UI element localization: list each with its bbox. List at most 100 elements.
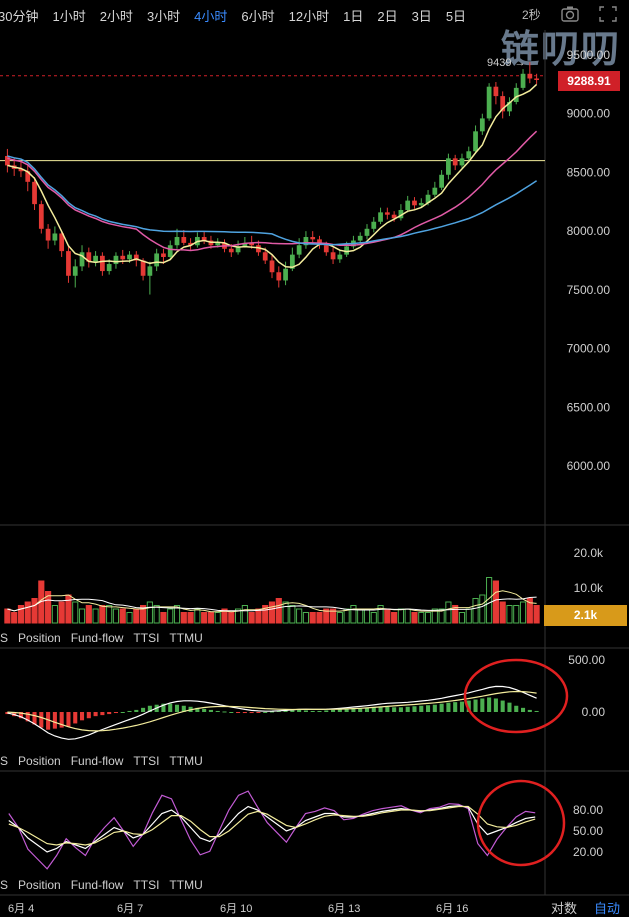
- indicator-tabs: S Position Fund-flow TTSI TTMU: [0, 876, 629, 894]
- tab-timeframe[interactable]: 3小时: [146, 8, 181, 24]
- candle-body: [18, 168, 24, 172]
- tab-timeframe[interactable]: 3日: [411, 8, 432, 24]
- indicator-tab[interactable]: TTSI: [133, 631, 160, 645]
- tab-timeframe[interactable]: 5日: [445, 8, 467, 24]
- volume-bar: [438, 608, 445, 624]
- volume-bar: [248, 612, 255, 624]
- macd-histogram-bar: [453, 702, 458, 712]
- macd-histogram-bar: [521, 707, 526, 712]
- moving-average-line: [7, 130, 538, 252]
- candle-body: [133, 254, 139, 261]
- x-axis-date: 6月 7: [117, 903, 144, 915]
- indicator-tab[interactable]: TTMU: [169, 631, 203, 645]
- volume-bar: [533, 605, 540, 624]
- macd-histogram-bar: [303, 710, 308, 712]
- volume-bar: [140, 605, 147, 624]
- candle-body: [486, 86, 492, 119]
- candle-body: [364, 228, 370, 236]
- candle-body: [215, 242, 221, 246]
- volume-bar: [377, 605, 384, 624]
- candle-body: [93, 255, 98, 262]
- volume-bar: [357, 608, 364, 624]
- tab-timeframe[interactable]: 4小时: [194, 8, 228, 24]
- volume-bar: [119, 608, 126, 624]
- macd-histogram-bar: [141, 707, 146, 712]
- volume-bar: [370, 612, 377, 624]
- tab-timeframe[interactable]: 1日: [343, 8, 364, 24]
- volume-bar: [65, 594, 72, 624]
- volume-bar: [391, 612, 398, 624]
- current-price-badge: 9288.91: [558, 71, 620, 91]
- indicator-tab[interactable]: Position: [18, 631, 61, 645]
- candle-body: [493, 86, 499, 97]
- price-axis-tick: 6500.00: [567, 400, 611, 414]
- candle-body: [242, 242, 248, 247]
- macd-histogram-bar: [100, 712, 105, 716]
- candle-body: [384, 212, 390, 215]
- tab-timeframe[interactable]: 30分钟: [0, 8, 39, 24]
- volume-bar: [329, 608, 337, 624]
- macd-histogram-bar: [412, 706, 417, 712]
- log-scale-button[interactable]: 对数: [551, 901, 578, 916]
- candle-body: [127, 254, 132, 260]
- indicator-tab[interactable]: Position: [18, 878, 61, 892]
- price-axis-tick: 9500.00: [567, 48, 611, 62]
- candle-body: [330, 252, 336, 260]
- candle-body: [72, 266, 78, 276]
- macd-histogram-bar: [317, 710, 322, 712]
- macd-histogram-bar: [392, 707, 397, 712]
- volume-bar: [431, 608, 438, 624]
- macd-histogram-bar: [215, 710, 220, 712]
- macd-histogram-bar: [283, 710, 288, 712]
- volume-bar: [160, 612, 167, 624]
- fullscreen-icon[interactable]: [598, 5, 618, 23]
- volume-bar: [458, 612, 466, 624]
- macd-histogram-bar: [351, 708, 356, 712]
- indicator-tab[interactable]: S: [0, 631, 9, 645]
- volume-bar: [167, 608, 174, 624]
- indicator-tab[interactable]: S: [0, 754, 9, 768]
- volume-bar: [363, 608, 371, 624]
- indicator-tab[interactable]: Fund-flow: [70, 754, 124, 768]
- candle-body: [100, 255, 105, 272]
- indicator-tab[interactable]: Fund-flow: [70, 878, 124, 892]
- volume-bar: [4, 608, 11, 624]
- macd-histogram-bar: [439, 703, 444, 712]
- indicator-tab[interactable]: TTMU: [169, 878, 203, 892]
- candle-body: [310, 237, 316, 240]
- indicator-tab[interactable]: TTSI: [133, 754, 160, 768]
- indicator-tabs: S Position Fund-flow TTSI TTMU: [0, 752, 629, 770]
- volume-bar: [268, 601, 276, 624]
- candle-body: [296, 245, 302, 255]
- tab-timeframe[interactable]: 1小时: [52, 8, 86, 24]
- volume-bar: [92, 608, 99, 624]
- tab-timeframe[interactable]: 6小时: [241, 8, 275, 24]
- macd-histogram-bar: [256, 712, 261, 713]
- indicator-tab[interactable]: Fund-flow: [70, 631, 124, 645]
- camera-icon[interactable]: [560, 5, 580, 23]
- macd-highlight-ring: [463, 658, 569, 734]
- macd-axis-tick: 0.00: [582, 705, 606, 719]
- indicator-tab[interactable]: TTSI: [133, 878, 160, 892]
- candle-body: [520, 73, 526, 88]
- tab-timeframe[interactable]: 2小时: [99, 8, 133, 24]
- candle-body: [378, 212, 383, 222]
- indicator-tab[interactable]: S: [0, 878, 9, 892]
- candle-body: [500, 96, 506, 112]
- candle-body: [459, 158, 465, 166]
- auto-scale-button[interactable]: 自动: [594, 901, 621, 916]
- indicator-tab[interactable]: Position: [18, 754, 61, 768]
- candle-body: [66, 251, 71, 276]
- volume-bar: [424, 612, 432, 624]
- tab-timeframe[interactable]: 12小时: [288, 8, 330, 24]
- indicator-tab[interactable]: TTMU: [169, 754, 203, 768]
- macd-histogram-bar: [195, 707, 200, 712]
- macd-histogram-bar: [276, 710, 281, 712]
- volume-axis-tick: 20.0k: [574, 546, 604, 560]
- macd-histogram-bar: [378, 706, 383, 712]
- tab-timeframe[interactable]: 2日: [377, 8, 398, 24]
- candle-body: [154, 253, 160, 267]
- macd-histogram-bar: [364, 707, 370, 712]
- refresh-interval-label[interactable]: 2秒: [522, 8, 541, 22]
